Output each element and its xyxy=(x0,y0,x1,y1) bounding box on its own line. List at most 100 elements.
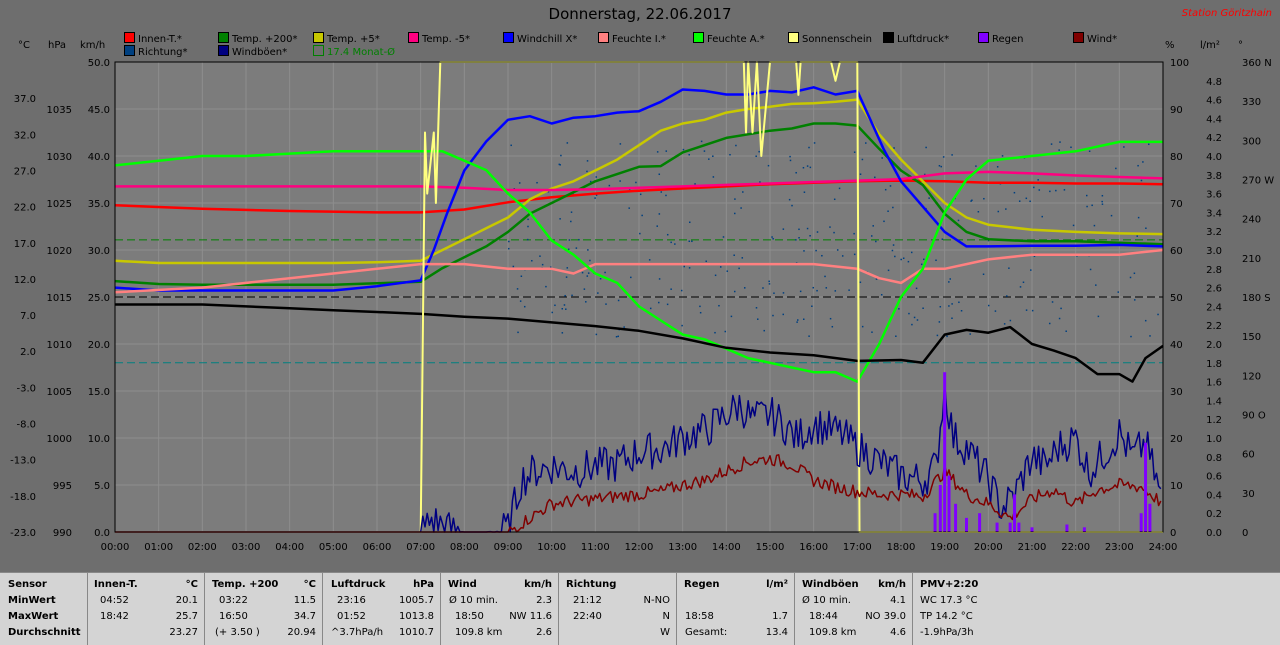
direction-point xyxy=(982,273,985,276)
direction-point xyxy=(648,259,651,261)
direction-point xyxy=(802,318,805,321)
direction-point xyxy=(797,319,799,321)
rain-tick: 1.2 xyxy=(1206,415,1222,426)
rain-tick: 0.6 xyxy=(1206,472,1222,483)
direction-point xyxy=(740,207,742,209)
rain-bar xyxy=(995,522,999,532)
wind-tick: 10.0 xyxy=(88,434,110,445)
direction-point xyxy=(816,231,819,233)
direction-point xyxy=(829,226,831,228)
direction-point xyxy=(578,238,580,241)
direction-point xyxy=(958,301,960,304)
direction-point xyxy=(803,250,805,252)
series-1 xyxy=(114,122,1164,286)
direction-point xyxy=(1089,268,1092,271)
regen-max-time: 18:58 xyxy=(685,611,714,622)
direction-point xyxy=(861,158,864,161)
time-tick: 04:00 xyxy=(275,542,304,553)
direction-point xyxy=(1117,291,1120,293)
direction-point xyxy=(551,311,554,314)
direction-point xyxy=(782,292,785,294)
direction-point xyxy=(583,288,586,290)
direction-point xyxy=(946,335,948,338)
direction-point xyxy=(940,165,943,168)
humidity-tick: 0 xyxy=(1170,528,1176,539)
direction-point xyxy=(1086,205,1088,208)
direction-point xyxy=(916,319,919,321)
unit-celsius: °C xyxy=(18,40,30,51)
direction-point xyxy=(729,153,731,156)
direction-point xyxy=(639,232,641,235)
windboen-avg-value: 4.6 xyxy=(890,627,906,638)
time-tick: 08:00 xyxy=(450,542,479,553)
series-7 xyxy=(115,303,1164,383)
direction-point xyxy=(536,181,538,184)
direction-point xyxy=(957,219,960,222)
rain-bar xyxy=(943,372,947,532)
direction-point xyxy=(1060,307,1062,310)
windboen-max-time: 18:44 xyxy=(809,611,838,622)
direction-point xyxy=(911,323,913,326)
temp-tick: 2.0 xyxy=(20,347,36,358)
temp-tick: -23.0 xyxy=(10,528,36,539)
legend-swatch xyxy=(218,32,229,43)
direction-point xyxy=(641,214,643,217)
unit-hpa: hPa xyxy=(48,40,67,51)
direction-point xyxy=(853,232,855,235)
series-6 xyxy=(114,140,1163,383)
direction-point xyxy=(619,143,622,145)
direction-point xyxy=(853,151,856,153)
direction-point xyxy=(561,307,564,310)
temp200-min-time: 03:22 xyxy=(219,595,248,606)
windboen-unit: km/h xyxy=(878,579,906,590)
direction-point xyxy=(987,304,990,307)
richtung-avg-value: W xyxy=(660,627,670,638)
rain-bar xyxy=(1148,503,1152,532)
direction-point xyxy=(719,266,722,268)
legend-item-0: Innen-T.* xyxy=(124,32,182,45)
pressure-tick: 1030 xyxy=(47,152,72,163)
direction-point xyxy=(1063,189,1066,191)
legend-item-5: Feuchte I.* xyxy=(598,32,666,45)
temp200-trend: (+ 3.50 ) xyxy=(215,627,260,638)
regen-max-value: 1.7 xyxy=(772,611,788,622)
time-tick: 09:00 xyxy=(494,542,523,553)
legend-item-12: Windböen* xyxy=(218,45,287,58)
direction-point xyxy=(922,307,924,309)
direction-point xyxy=(599,278,602,280)
direction-point xyxy=(994,310,997,312)
wind-head: Wind xyxy=(448,579,477,590)
direction-point xyxy=(615,335,618,338)
direction-point xyxy=(1140,179,1143,182)
direction-point xyxy=(589,180,592,183)
direction-point xyxy=(1137,164,1139,167)
direction-point xyxy=(883,220,885,223)
direction-point xyxy=(595,333,598,336)
direction-point xyxy=(1147,143,1150,146)
temp200-unit: °C xyxy=(303,579,316,590)
direction-point xyxy=(771,236,773,238)
direction-point xyxy=(541,263,544,266)
direction-point xyxy=(604,271,606,274)
direction-point xyxy=(939,305,942,308)
legend-label: Temp. +5* xyxy=(327,34,380,45)
time-tick: 14:00 xyxy=(712,542,741,553)
legend-item-13: 17.4 Monat-Ø xyxy=(313,45,395,58)
direction-point xyxy=(547,190,550,193)
time-tick: 18:00 xyxy=(887,542,916,553)
luftdruck-max-value: 1013.8 xyxy=(399,611,434,622)
direction-point xyxy=(824,275,826,278)
direction-point xyxy=(949,278,951,280)
col-luftdruck: Luftdruck hPa 23:16 1005.7 01:52 1013.8 … xyxy=(323,573,441,645)
direction-point xyxy=(742,191,744,193)
legend-label: Windböen* xyxy=(232,47,288,58)
luftdruck-min-value: 1005.7 xyxy=(399,595,434,606)
rain-tick: 2.4 xyxy=(1206,302,1222,313)
direction-point xyxy=(1070,146,1072,149)
legend-label: Feuchte A.* xyxy=(707,34,765,45)
pmv-dewpoint: TP 14.2 °C xyxy=(920,611,973,622)
direction-point xyxy=(1149,335,1151,337)
time-tick: 03:00 xyxy=(232,542,261,553)
direction-point xyxy=(948,281,950,283)
